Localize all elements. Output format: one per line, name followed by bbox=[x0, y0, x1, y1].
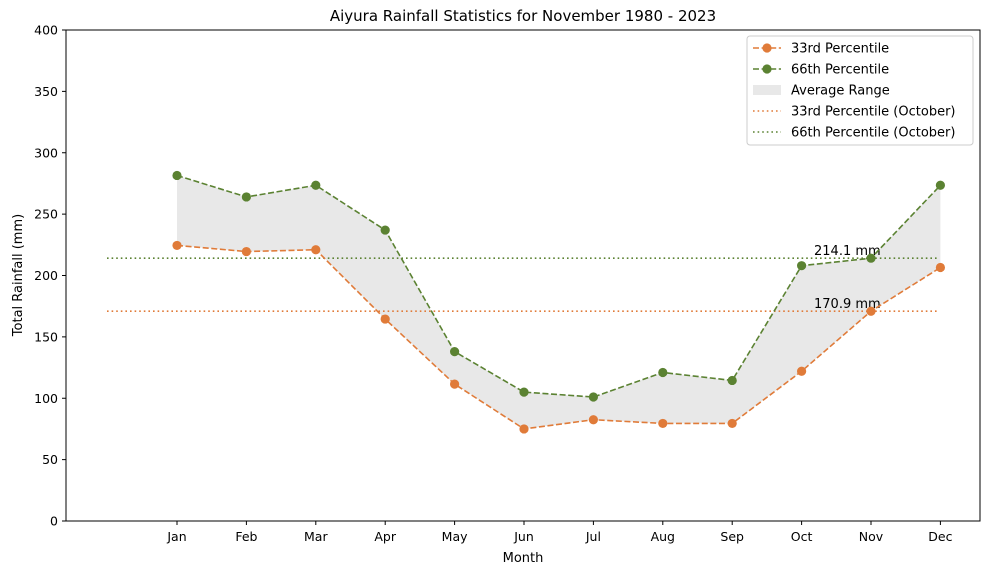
average-range-area bbox=[177, 175, 941, 429]
x-tick-label-oct: Oct bbox=[791, 529, 813, 544]
legend-marker-series-33rd bbox=[762, 43, 772, 53]
point-66th-jan bbox=[172, 170, 182, 181]
point-33rd-jul bbox=[588, 415, 599, 425]
y-tick-label-200: 200 bbox=[34, 268, 58, 283]
x-tick-label-feb: Feb bbox=[235, 529, 257, 544]
x-tick-label-aug: Aug bbox=[651, 529, 675, 544]
x-tick-label-apr: Apr bbox=[374, 529, 396, 544]
point-66th-sep bbox=[727, 375, 737, 386]
legend-marker-series-66th bbox=[762, 64, 772, 74]
legend-label-series-66th: 66th Percentile bbox=[791, 63, 889, 78]
point-66th-mar bbox=[311, 180, 321, 190]
point-33rd-feb bbox=[241, 246, 251, 257]
legend-swatch-average-range bbox=[753, 85, 781, 95]
legend-label-ref-66th: 66th Percentile (October) bbox=[791, 126, 955, 141]
chart-title: Aiyura Rainfall Statistics for November … bbox=[330, 7, 716, 25]
point-66th-apr bbox=[380, 225, 390, 235]
legend-box bbox=[746, 35, 974, 146]
point-66th-nov bbox=[866, 253, 876, 263]
series-lines bbox=[172, 170, 946, 434]
x-tick-label-dec: Dec bbox=[928, 529, 952, 544]
legend-label-average-range: Average Range bbox=[791, 84, 890, 99]
x-tick-label-may: May bbox=[442, 529, 468, 544]
y-tick-label-300: 300 bbox=[34, 145, 58, 160]
y-axis-label: Total Rainfall (mm) bbox=[11, 214, 26, 337]
point-66th-jun bbox=[519, 387, 529, 397]
x-tick-label-mar: Mar bbox=[304, 529, 328, 544]
legend-label-ref-33rd: 33rd Percentile (October) bbox=[791, 105, 955, 120]
x-tick-label-jun: Jun bbox=[513, 529, 534, 544]
x-tick-label-nov: Nov bbox=[859, 529, 884, 544]
point-33rd-sep bbox=[727, 418, 737, 429]
y-tick-label-100: 100 bbox=[34, 391, 58, 406]
y-tick-label-50: 50 bbox=[42, 452, 58, 467]
point-33rd-aug bbox=[658, 418, 668, 429]
series-line-33rd bbox=[176, 244, 941, 430]
reference-lines: 170.9 mm 214.1 mm bbox=[107, 244, 938, 312]
point-33rd-may bbox=[450, 379, 460, 389]
y-tick-label-250: 250 bbox=[34, 207, 58, 222]
point-33rd-nov bbox=[866, 306, 876, 316]
reference-label-33rd: 170.9 mm bbox=[814, 297, 881, 312]
y-tick-label-400: 400 bbox=[34, 23, 58, 38]
point-33rd-jun bbox=[519, 424, 529, 434]
y-tick-label-350: 350 bbox=[34, 84, 58, 99]
x-tick-label-jul: Jul bbox=[585, 529, 601, 544]
y-tick-label-150: 150 bbox=[34, 329, 58, 344]
x-axis-label: Month bbox=[503, 551, 544, 566]
point-66th-jul bbox=[588, 392, 599, 402]
point-33rd-oct bbox=[797, 366, 807, 376]
legend: 33rd Percentile 66th Percentile Average Ra… bbox=[746, 35, 974, 146]
axes: 0 50 100 150 200 250 300 350 400 Jan Feb Mar Apr May J… bbox=[34, 23, 981, 544]
point-33rd-dec bbox=[935, 262, 946, 273]
point-66th-oct bbox=[797, 261, 807, 271]
x-tick-label-jan: Jan bbox=[166, 529, 186, 544]
legend-label-series-33rd: 33rd Percentile bbox=[791, 42, 889, 57]
point-66th-aug bbox=[658, 367, 668, 378]
x-tick-label-sep: Sep bbox=[720, 529, 744, 544]
point-66th-dec bbox=[935, 180, 946, 190]
series-line-66th bbox=[176, 174, 941, 398]
reference-label-66th: 214.1 mm bbox=[814, 244, 881, 259]
point-66th-feb bbox=[241, 192, 251, 202]
point-33rd-jan bbox=[172, 240, 182, 251]
point-33rd-apr bbox=[380, 314, 390, 324]
point-66th-may bbox=[450, 347, 460, 357]
y-tick-label-0: 0 bbox=[50, 514, 58, 529]
average-range-fill bbox=[177, 175, 941, 429]
point-33rd-mar bbox=[311, 245, 321, 255]
